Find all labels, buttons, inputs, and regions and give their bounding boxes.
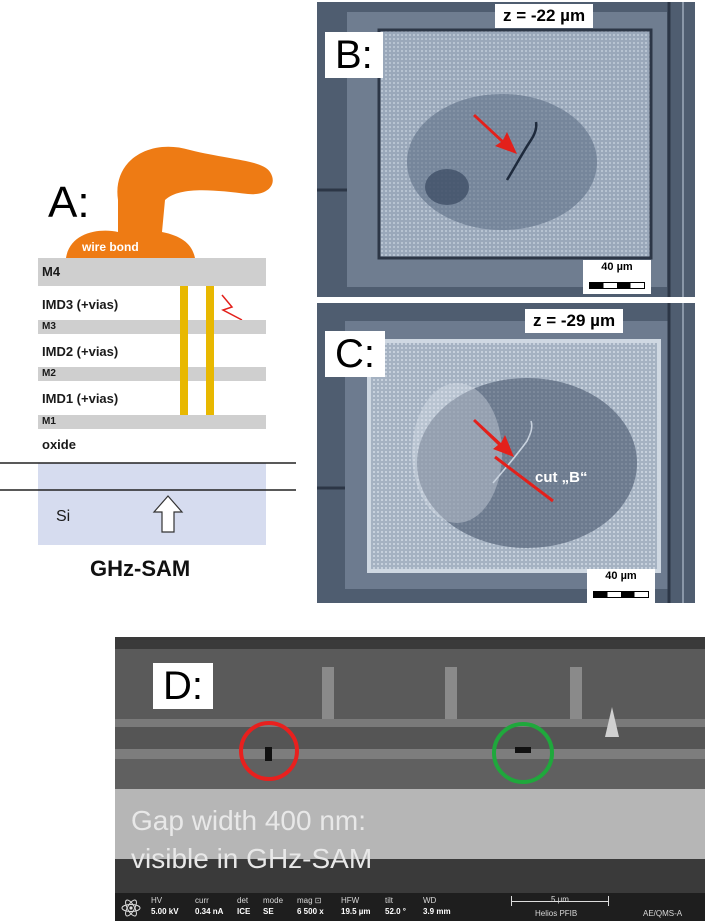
wire-bond-label: wire bond	[82, 240, 139, 254]
layer-m2	[38, 367, 266, 381]
status-wd: WD 3.9 mm	[423, 896, 451, 916]
label-m1: M1	[42, 416, 56, 427]
status-tilt: tilt 52.0 °	[385, 896, 406, 916]
status-instrument: Helios PFIB	[535, 909, 578, 918]
status-scale-label: 5 µm	[551, 895, 569, 904]
caption-ghz-sam: GHz-SAM	[90, 556, 191, 581]
status-hv: HV 5.00 kV	[151, 896, 179, 916]
panel-b-scalebar: 40 µm	[583, 260, 651, 294]
status-hfw: HFW 19.5 µm	[341, 896, 371, 916]
panel-d-sem-image: D: Gap width 400 nm: visible in GHz-SAM …	[115, 637, 705, 921]
crack-line	[492, 420, 533, 484]
schematic-graphics	[0, 146, 296, 545]
defect-arrow-icon	[473, 114, 517, 154]
cut-line	[494, 455, 554, 503]
label-m2: M2	[42, 368, 56, 379]
panel-c-letter: C:	[325, 331, 385, 377]
layer-m4	[38, 258, 266, 286]
label-imd1: IMD1 (+vias)	[42, 391, 119, 406]
status-mode: mode SE	[263, 896, 284, 916]
gap-width-annotation-line2: visible in GHz-SAM	[131, 843, 373, 874]
gap-circle-red	[239, 721, 299, 781]
status-scale-bar: 5 µm	[511, 895, 609, 906]
panel-d-letter: D:	[153, 663, 213, 709]
panel-d-graphics	[115, 637, 705, 893]
panel-a-layer-schematic: A: wire bond M4 IMD3 (+vias) M3 IMD2 (+v…	[0, 0, 300, 600]
label-si: Si	[56, 508, 71, 525]
gap-circle-green	[492, 722, 554, 784]
status-det: det ICE	[237, 896, 251, 916]
panel-b-letter: B:	[325, 32, 383, 78]
panel-c-scale-label: 40 µm	[605, 570, 637, 582]
crack-line	[505, 121, 538, 181]
label-m3: M3	[42, 321, 56, 332]
panel-b-depth: z = -22 µm	[495, 4, 594, 28]
gap-width-annotation-line1: Gap width 400 nm:	[131, 805, 367, 836]
label-imd3: IMD3 (+vias)	[42, 297, 119, 312]
defect-arrow-icon	[473, 419, 514, 457]
panel-c-scalebar: 40 µm	[587, 569, 655, 603]
status-mag: mag ⊡ 6 500 x	[297, 896, 324, 916]
label-m4: M4	[42, 264, 61, 279]
si-substrate	[38, 463, 266, 545]
dark-region	[417, 378, 637, 548]
panel-c-scale-bar	[593, 591, 649, 598]
cut-b-label: cut „B“	[535, 469, 588, 486]
crack-zigzag	[221, 294, 243, 321]
layer-m3	[38, 320, 266, 334]
via-right	[206, 286, 214, 415]
panel-c-depth: z = -29 µm	[525, 309, 624, 333]
wire-bond-shape	[66, 146, 273, 258]
sam-direction-arrow-icon	[152, 495, 184, 533]
layer-m1	[38, 415, 266, 429]
via-left	[180, 286, 188, 415]
dark-region	[407, 94, 597, 230]
panel-b-sam-image: B: z = -22 µm 40 µm	[317, 2, 695, 297]
atom-logo-icon	[121, 899, 141, 917]
label-oxide: oxide	[42, 437, 76, 452]
panel-b-scale-bar	[589, 282, 645, 289]
panel-b-scale-label: 40 µm	[601, 261, 633, 273]
label-imd2: IMD2 (+vias)	[42, 344, 119, 359]
panel-c-sam-image: C: z = -29 µm cut „B“ 40 µm	[317, 303, 695, 603]
status-curr: curr 0.34 nA	[195, 896, 224, 916]
status-operator: AE/QMS-A	[643, 909, 683, 918]
panel-a-letter: A:	[48, 178, 90, 227]
bright-layer	[115, 789, 705, 859]
sem-status-bar: HV 5.00 kV curr 0.34 nA det ICE mode SE mag …	[115, 893, 705, 921]
panel-c-graphics	[317, 303, 695, 603]
